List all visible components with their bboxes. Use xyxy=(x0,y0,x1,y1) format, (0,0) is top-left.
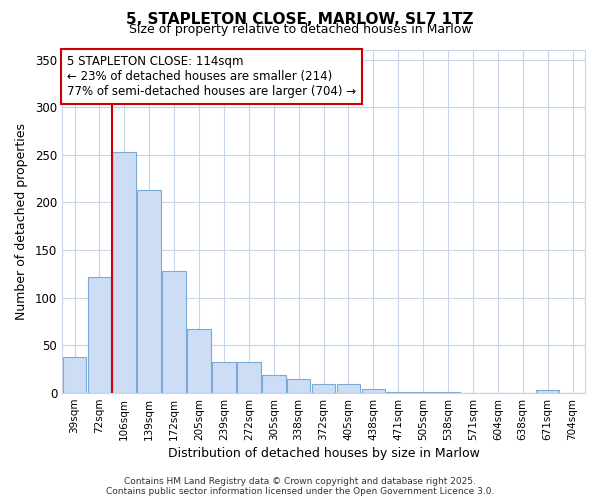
Text: 5 STAPLETON CLOSE: 114sqm
← 23% of detached houses are smaller (214)
77% of semi: 5 STAPLETON CLOSE: 114sqm ← 23% of detac… xyxy=(67,55,356,98)
Text: Size of property relative to detached houses in Marlow: Size of property relative to detached ho… xyxy=(128,22,472,36)
Bar xyxy=(287,379,310,393)
Bar xyxy=(536,390,559,393)
Bar xyxy=(112,152,136,393)
Bar xyxy=(62,357,86,393)
Y-axis label: Number of detached properties: Number of detached properties xyxy=(15,123,28,320)
Text: Contains HM Land Registry data © Crown copyright and database right 2025.
Contai: Contains HM Land Registry data © Crown c… xyxy=(106,476,494,496)
Bar xyxy=(412,392,435,393)
Bar xyxy=(237,362,260,393)
Bar xyxy=(262,375,286,393)
Bar xyxy=(436,392,460,393)
X-axis label: Distribution of detached houses by size in Marlow: Distribution of detached houses by size … xyxy=(167,447,479,460)
Bar xyxy=(137,190,161,393)
Text: 5, STAPLETON CLOSE, MARLOW, SL7 1TZ: 5, STAPLETON CLOSE, MARLOW, SL7 1TZ xyxy=(126,12,474,28)
Bar xyxy=(187,329,211,393)
Bar xyxy=(212,362,236,393)
Bar xyxy=(337,384,360,393)
Bar xyxy=(362,390,385,393)
Bar xyxy=(311,384,335,393)
Bar xyxy=(386,392,410,393)
Bar xyxy=(88,277,111,393)
Bar xyxy=(162,271,186,393)
